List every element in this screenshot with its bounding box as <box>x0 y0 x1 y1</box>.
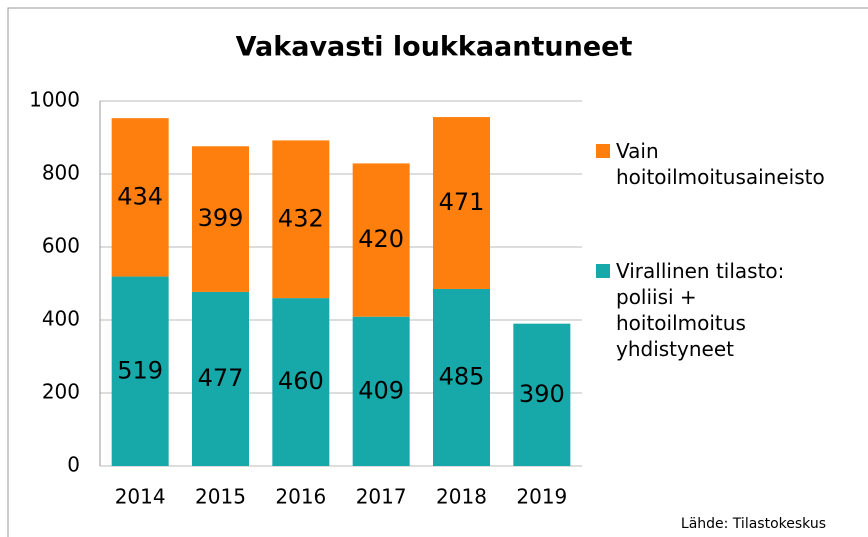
legend-item: Vain hoitoilmoitusaineisto <box>596 138 836 190</box>
bar-segment <box>433 288 490 466</box>
x-tick-label: 2019 <box>516 485 567 509</box>
bar-segment <box>111 276 169 466</box>
y-tick-label: 800 <box>42 161 80 185</box>
x-tick-label: 2014 <box>115 485 166 509</box>
value-label: 471 <box>439 188 485 216</box>
bar-segment <box>513 323 571 466</box>
legend-label: Virallinen tilasto: poliisi + hoitoilmoi… <box>616 259 785 361</box>
x-tick-label: 2018 <box>436 485 487 509</box>
legend-label: Vain hoitoilmoitusaineisto <box>616 139 825 189</box>
bar-segment <box>111 118 169 277</box>
bar-segment <box>192 291 249 466</box>
frame <box>7 7 868 537</box>
source: Lähde: Tilastokeskus <box>680 516 826 532</box>
value-label: 420 <box>358 225 404 253</box>
y-tick-label: 0 <box>67 453 80 477</box>
legend-swatch <box>596 264 610 278</box>
value-label: 477 <box>198 364 244 392</box>
value-label: 519 <box>117 356 163 384</box>
x-tick-label: 2017 <box>356 485 407 509</box>
bar-segment <box>352 316 410 466</box>
y-tick-label: 1000 <box>29 88 80 112</box>
value-label: 434 <box>117 182 163 210</box>
bar-segment <box>272 298 330 466</box>
value-label: 485 <box>439 362 485 390</box>
bar-segment <box>352 163 410 317</box>
bar-segment <box>272 140 330 299</box>
value-label: 409 <box>358 376 404 404</box>
value-label: 460 <box>278 367 324 395</box>
value-label: 432 <box>278 204 324 232</box>
x-tick-label: 2015 <box>195 485 246 509</box>
x-tick-label: 2016 <box>275 485 326 509</box>
legend-item: Virallinen tilasto: poliisi + hoitoilmoi… <box>596 258 836 362</box>
y-tick-label: 600 <box>42 234 80 258</box>
bar-segment <box>433 117 490 289</box>
chart-title: Vakavasti loukkaantuneet <box>236 32 633 63</box>
value-label: 390 <box>519 380 565 408</box>
value-label: 399 <box>198 204 244 232</box>
y-tick-label: 400 <box>42 307 80 331</box>
legend-swatch <box>596 144 610 158</box>
y-tick-label: 200 <box>42 380 80 404</box>
bar-segment <box>192 146 249 292</box>
